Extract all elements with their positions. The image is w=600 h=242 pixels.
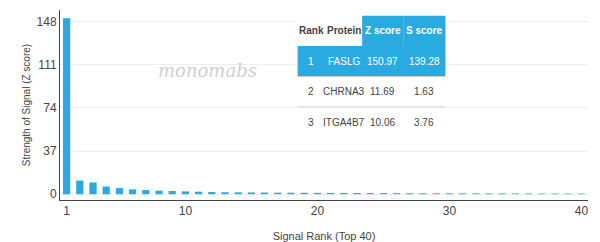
svg-text:3.76: 3.76 [414, 117, 434, 128]
svg-text:10.06: 10.06 [370, 117, 395, 128]
svg-text:74: 74 [43, 101, 57, 115]
svg-text:30: 30 [443, 204, 457, 218]
svg-text:Rank: Rank [299, 25, 324, 36]
svg-text:148: 148 [37, 15, 57, 29]
svg-text:S score: S score [406, 25, 443, 36]
svg-text:Z score: Z score [365, 25, 401, 36]
svg-text:1.63: 1.63 [414, 86, 434, 97]
svg-text:CHRNA3: CHRNA3 [323, 86, 365, 97]
svg-text:150.97: 150.97 [367, 56, 398, 67]
svg-text:monomabs: monomabs [158, 60, 257, 81]
svg-text:3: 3 [308, 117, 314, 128]
svg-text:Strength of Signal (Z score): Strength of Signal (Z score) [21, 44, 32, 166]
svg-text:11.69: 11.69 [370, 86, 395, 97]
svg-text:Signal Rank (Top 40): Signal Rank (Top 40) [273, 230, 376, 242]
svg-text:1: 1 [308, 56, 314, 67]
svg-text:FASLG: FASLG [328, 56, 360, 67]
svg-text:ITGA4B7: ITGA4B7 [323, 117, 365, 128]
svg-text:1: 1 [63, 204, 70, 218]
svg-text:10: 10 [179, 204, 193, 218]
svg-text:2: 2 [308, 86, 314, 97]
svg-text:37: 37 [43, 144, 57, 158]
svg-text:111: 111 [38, 58, 57, 72]
svg-text:40: 40 [575, 204, 589, 218]
svg-text:0: 0 [50, 187, 57, 201]
svg-text:Protein: Protein [327, 25, 361, 36]
svg-text:20: 20 [311, 204, 325, 218]
svg-text:139.28: 139.28 [409, 56, 440, 67]
